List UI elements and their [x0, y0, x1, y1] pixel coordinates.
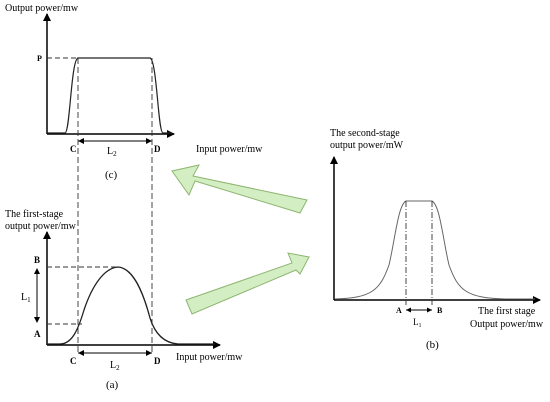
panel-c-left-label: C — [70, 144, 77, 154]
panel-a-ylabel-line2: output power/mw — [5, 221, 77, 232]
panel-c-level-label: P — [37, 54, 42, 63]
panel-a-height-arrowhead-bottom — [34, 317, 40, 323]
panel-a-right-label: D — [154, 356, 161, 366]
panel-c-ylabel: Output power/mw — [5, 3, 79, 14]
panel-a-curve — [47, 266, 215, 345]
panel-a-caption: (a) — [106, 379, 119, 391]
panel-b-xlabel-line2: Output power/mw — [470, 319, 544, 330]
flow-arrow-a-to-b — [185, 252, 310, 315]
panel-b-right-label: B — [437, 306, 443, 315]
panel-b-caption: (b) — [426, 339, 439, 351]
panel-a: The first-stage output power/mw B A L1 C… — [5, 209, 243, 391]
panel-c-caption: (c) — [105, 169, 118, 181]
panel-a-top-label: B — [34, 255, 40, 265]
panel-a-left-label: C — [70, 356, 77, 366]
panel-a-height-label: L1 — [21, 292, 31, 304]
panel-b-xlabel-line1: The first stage — [478, 306, 536, 317]
panel-a-ylabel-line1: The first-stage — [5, 209, 64, 220]
panel-c-right-label: D — [154, 144, 161, 154]
panel-b-width-label: L1 — [413, 317, 422, 329]
panel-a-width-label: L2 — [110, 360, 120, 372]
panel-c: Output power/mw P C D L2 Input power/mw … — [5, 3, 263, 181]
panel-a-width-arrowhead-right — [146, 350, 152, 356]
panel-b-ylabel-line2: output power/mW — [330, 140, 404, 151]
panel-b-width-arrowhead-left — [406, 307, 411, 313]
panel-c-width-arrowhead-right — [146, 138, 152, 144]
panel-c-width-arrowhead-left — [78, 138, 84, 144]
panel-b-curve — [334, 200, 535, 300]
panel-b: The second-stage output power/mW A B L1 … — [330, 128, 544, 351]
panel-a-width-arrowhead-left — [78, 350, 84, 356]
panel-a-height-arrowhead-top — [34, 268, 40, 274]
panel-a-xlabel: Input power/mw — [176, 352, 243, 363]
panel-b-left-label: A — [396, 306, 402, 315]
panel-a-bottom-label: A — [34, 329, 41, 339]
panel-c-width-label: L2 — [107, 146, 117, 158]
panel-c-xlabel: Input power/mw — [196, 144, 263, 155]
panel-c-curve — [47, 57, 172, 134]
panel-b-width-arrowhead-right — [427, 307, 432, 313]
panel-b-ylabel-line1: The second-stage — [330, 128, 400, 139]
flow-arrow-b-to-c — [171, 164, 308, 214]
